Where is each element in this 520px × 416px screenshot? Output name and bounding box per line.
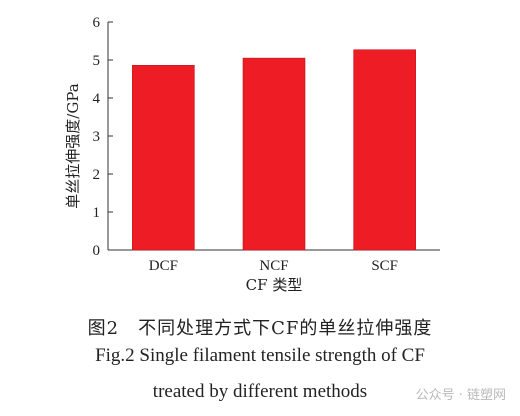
bar-dcf [132,65,195,251]
y-axis: 0 1 2 3 4 5 6 [93,15,113,259]
y-tick-label: 2 [93,167,101,183]
y-tick-label: 1 [93,205,101,221]
y-tick-label: 0 [93,243,101,259]
watermark: 公众号 · 链塑网 [415,388,506,403]
x-tick-label: SCF [371,258,398,274]
figure-caption-english-line1: Fig.2 Single filament tensile strength o… [95,345,425,366]
x-tick-label: DCF [149,258,178,274]
figure-caption-chinese: 图2 不同处理方式下CF的单丝拉伸强度 [87,318,433,339]
y-tick-label: 3 [93,129,101,145]
bar-ncf [242,57,306,251]
y-axis-title: 单丝拉伸强度/GPa [64,83,82,208]
bars [132,49,416,251]
bar-scf [353,49,416,251]
y-tick-label: 4 [93,91,101,107]
y-tick-label: 6 [93,15,101,31]
y-tick-label: 5 [93,53,101,69]
bar-chart: 0 1 2 3 4 5 6 DCF NCF SCF 单丝拉伸强度/GPa CF 类型 [64,15,440,294]
x-axis: DCF NCF SCF [108,249,440,274]
x-axis-title: CF 类型 [246,276,303,294]
x-tick-label: NCF [259,258,288,274]
figure-caption-english-line2: treated by different methods [152,381,368,402]
